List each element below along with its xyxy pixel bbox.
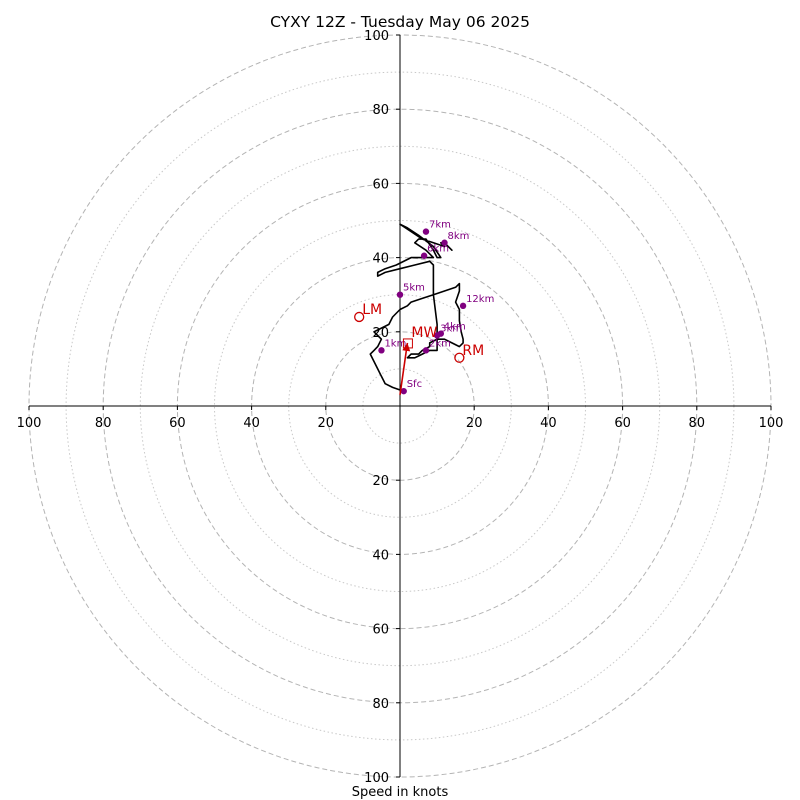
storm-motion-markers: MW LM RM [354,302,484,395]
y-tick-label: 60 [372,177,389,192]
height-label-6km: 6km [427,244,449,255]
height-label-3km: 3km [440,324,462,335]
x-tick-label: 80 [95,416,112,431]
y-tick-label: 100 [364,29,389,44]
y-tick-label: 60 [372,623,389,638]
x-tick-label: 20 [466,416,483,431]
height-marker-1km [378,347,385,354]
x-tick-label: 40 [540,416,557,431]
height-label-5km: 5km [403,283,425,294]
height-marker-6km [420,252,428,259]
axes [29,35,771,777]
height-label-7km: 7km [429,220,451,231]
y-tick-label: 80 [372,697,389,712]
y-tick-label: 40 [372,252,389,267]
height-label-sfc: Sfc [407,379,422,390]
x-tick-label: 80 [689,416,706,431]
y-tick-label: 20 [372,474,389,489]
height-marker-5km [396,291,404,298]
height-label-2km: 2km [429,338,451,349]
y-tick-label: 100 [364,771,389,786]
height-marker-2km [422,347,430,354]
height-marker-8km [441,239,448,246]
tick-labels: 100 80 60 40 20 20 40 60 80 100 20 40 60 80 100 20 40 60 8… [17,29,784,786]
storm-motion-vector [399,342,409,395]
height-marker-sfc [400,387,407,395]
x-tick-label: 100 [17,416,42,431]
storm-motion-label-lm: LM [362,302,382,318]
x-tick-label: 40 [243,416,260,431]
x-tick-label: 60 [169,416,186,431]
storm-motion-arrowhead [402,342,411,352]
storm-motion-label-rm: RM [462,343,484,359]
height-marker-12km [459,302,467,310]
mean-wind-label: MW [411,325,437,341]
y-tick-label: 80 [372,103,389,118]
y-tick-label: 20 [372,326,389,341]
mean-wind-marker [402,338,413,349]
height-label-8km: 8km [448,231,470,242]
hodograph-trace [369,223,464,392]
wind-trace [369,223,464,392]
chart-title: CYXY 12Z - Tuesday May 06 2025 [270,13,530,31]
storm-motion-marker-rm [454,352,465,363]
height-label-4km: 4km [444,322,466,333]
height-label-12km: 12km [466,294,494,305]
y-tick-label: 40 [372,548,389,563]
x-axis-label: Speed in knots [352,785,449,800]
x-tick-label: 100 [759,416,784,431]
storm-motion-marker-lm [354,311,365,323]
height-marker-7km [422,228,430,235]
height-label-1km: 1km [384,338,406,349]
height-marker-4km [437,330,445,337]
x-tick-label: 60 [614,416,631,431]
x-tick-label: 20 [318,416,335,431]
